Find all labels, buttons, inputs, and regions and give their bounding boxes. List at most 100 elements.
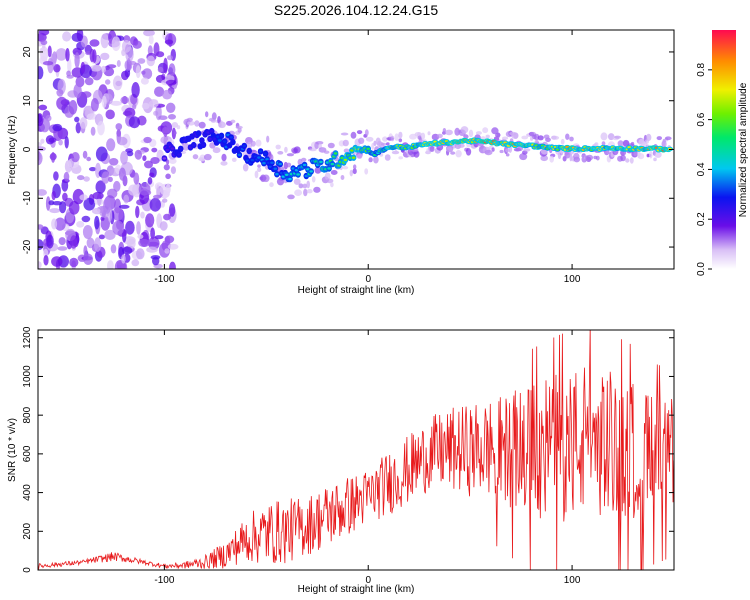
spectrogram-cell — [255, 139, 262, 147]
spectrogram-cell — [294, 189, 302, 196]
spectrogram-cell — [121, 254, 126, 264]
spectrogram-cell — [417, 135, 422, 140]
spectrogram-cell — [86, 156, 92, 162]
spectrogram-cell — [94, 215, 100, 230]
spectrogram-cell — [83, 245, 88, 257]
spectrogram-cell — [47, 57, 54, 74]
spectrogram-cell — [614, 135, 621, 139]
spectrogram-cell — [569, 136, 574, 142]
spectrogram-cell — [266, 135, 270, 143]
spectrogram-cell — [105, 79, 111, 85]
spectrogram-cell — [127, 238, 136, 249]
spectrogram-cell — [203, 153, 212, 161]
spectrogram-cell — [306, 189, 313, 194]
spectrogram-cell — [132, 103, 137, 110]
spectrogram-cell — [46, 234, 54, 249]
spectrogram-cell — [76, 30, 84, 42]
spectrogram-cell — [549, 155, 554, 163]
spectrogram-cell — [98, 234, 105, 240]
spectrogram-cell — [104, 229, 116, 240]
spectrogram-cell — [149, 172, 155, 178]
spectrogram-cell — [171, 122, 179, 128]
spectrogram-cell — [45, 196, 51, 211]
spectrogram-cell — [111, 36, 121, 52]
colorbar-tick-label: 0.4 — [696, 162, 707, 176]
spectrogram-cell — [53, 171, 59, 181]
spectrogram-cell — [158, 115, 168, 120]
spectrogram-cell — [51, 218, 58, 230]
spectrogram-cell — [457, 143, 465, 148]
spectrogram-cell — [629, 157, 634, 164]
spectrogram-cell — [73, 83, 82, 99]
spectrogram-cell — [275, 144, 281, 150]
spectrogram-cell — [330, 162, 335, 166]
y-tick-label: 20 — [22, 46, 33, 58]
spectrogram-cell — [278, 162, 283, 166]
spectrogram-cell — [169, 261, 176, 269]
snr-frame — [37, 329, 675, 571]
spectrogram-cell — [142, 155, 147, 162]
spectrogram-cell — [136, 248, 145, 260]
spectrogram-cell — [358, 137, 365, 144]
spectrogram-cell — [398, 138, 403, 143]
spectrogram-cell — [606, 151, 610, 155]
spectrogram-cell — [95, 146, 108, 162]
spectrogram-cell — [90, 64, 102, 72]
spectrogram-cell — [150, 157, 160, 164]
spectrogram-cell — [128, 116, 140, 129]
spectrogram-cell — [164, 39, 174, 45]
spectrogram-cell — [105, 109, 115, 120]
spectrogram-cell — [103, 67, 115, 77]
spectrogram-cell — [209, 142, 216, 149]
spectrogram-cell — [356, 130, 363, 135]
spectrogram-cell — [89, 167, 97, 172]
spectrogram-cell — [664, 136, 672, 141]
spectrogram-cell — [141, 70, 146, 75]
colorbar-tick-label: 0.0 — [696, 262, 707, 276]
x-tick-label: 0 — [365, 274, 371, 285]
x-tick-label: -100 — [154, 274, 174, 285]
spectrogram-cell — [242, 144, 247, 148]
spectrogram-cell — [192, 154, 199, 160]
spectrogram-cell — [72, 188, 85, 205]
spectrogram-cell — [257, 164, 261, 168]
y-tick-label: 400 — [22, 484, 33, 501]
spectrogram-cell — [205, 111, 209, 118]
y-tick-label: 0 — [22, 146, 33, 152]
y-tick-label: -10 — [22, 191, 33, 206]
spectrogram-cell — [58, 139, 63, 146]
spectrogram-cell — [86, 113, 97, 120]
spectrogram-cell — [543, 134, 550, 139]
spectrogram-cell — [83, 253, 93, 265]
spectrogram-cell — [502, 136, 509, 140]
colorbar-ramp — [712, 30, 736, 269]
spectrogram-cell — [302, 183, 308, 189]
spectrogram-cell — [454, 127, 461, 136]
spectrogram-cell — [284, 173, 289, 176]
spectrogram-cell — [173, 131, 177, 135]
spectrogram-cell — [47, 45, 52, 58]
spectrogram-cell — [64, 136, 69, 149]
spectrogram-cell — [200, 139, 204, 142]
spectrogram-cell — [353, 164, 357, 170]
spectrogram-cell — [219, 134, 224, 137]
spectrogram-cell — [164, 248, 170, 254]
spectrogram-cell — [342, 139, 349, 147]
spectrogram-cell — [126, 150, 134, 157]
spectrogram-cell — [519, 153, 528, 161]
spectrogram-cell — [149, 197, 161, 212]
spectrogram-cell — [343, 158, 348, 162]
spectrogram-cell — [398, 131, 403, 139]
spectrogram-cell — [211, 112, 217, 121]
spectrogram-cell — [208, 137, 212, 141]
spectrogram-cell — [231, 140, 235, 144]
spectrogram-cell — [163, 57, 168, 74]
spectrogram-cell — [373, 155, 379, 164]
spectrogram-cell — [258, 150, 263, 153]
spectrogram-cell — [227, 144, 232, 147]
spectrogram-cell — [540, 155, 548, 162]
spectrogram-cell — [90, 98, 99, 112]
spectrogram-cell — [38, 146, 46, 152]
spectrogram-cell — [201, 143, 206, 147]
spectrogram-cell — [247, 149, 251, 153]
